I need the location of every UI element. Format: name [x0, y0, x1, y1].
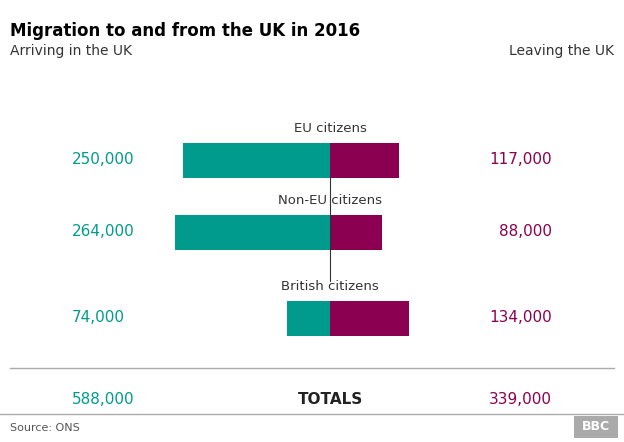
- Text: Migration to and from the UK in 2016: Migration to and from the UK in 2016: [10, 22, 360, 40]
- Bar: [183, 142, 330, 178]
- Text: EU citizens: EU citizens: [293, 122, 366, 134]
- Text: 117,000: 117,000: [489, 152, 552, 168]
- Text: 264,000: 264,000: [72, 225, 135, 240]
- Text: Leaving the UK: Leaving the UK: [509, 44, 614, 58]
- Bar: [330, 301, 409, 335]
- Bar: [574, 416, 618, 438]
- Text: Source: ONS: Source: ONS: [10, 423, 80, 433]
- Text: 250,000: 250,000: [72, 152, 135, 168]
- Text: BBC: BBC: [582, 420, 610, 434]
- Text: Non-EU citizens: Non-EU citizens: [278, 194, 382, 206]
- Bar: [330, 214, 382, 249]
- Text: 339,000: 339,000: [489, 392, 552, 408]
- Text: 88,000: 88,000: [499, 225, 552, 240]
- Bar: [330, 142, 399, 178]
- Text: 134,000: 134,000: [489, 310, 552, 325]
- Bar: [175, 214, 330, 249]
- Bar: [286, 301, 330, 335]
- Text: British citizens: British citizens: [281, 279, 379, 293]
- Text: 588,000: 588,000: [72, 392, 135, 408]
- Text: 74,000: 74,000: [72, 310, 125, 325]
- Text: Arriving in the UK: Arriving in the UK: [10, 44, 132, 58]
- Text: TOTALS: TOTALS: [298, 392, 363, 408]
